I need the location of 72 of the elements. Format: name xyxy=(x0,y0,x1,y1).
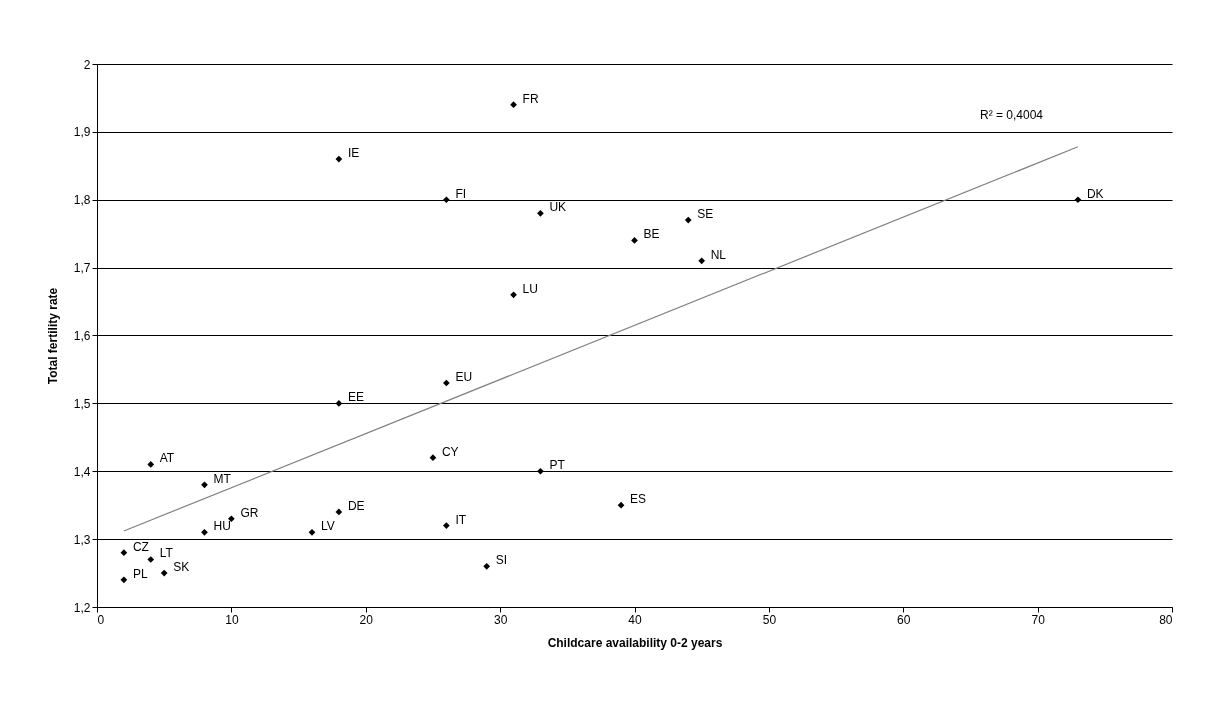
annotation: NL xyxy=(710,247,727,262)
point xyxy=(120,549,128,557)
y-tick-label: 1,4 xyxy=(73,464,91,479)
annotation: GR xyxy=(240,505,259,520)
point xyxy=(443,196,450,204)
point xyxy=(120,576,128,584)
point xyxy=(335,508,343,516)
x-tick-label: 80 xyxy=(1159,612,1173,627)
point xyxy=(335,400,343,407)
annotation: PT xyxy=(549,458,566,473)
point xyxy=(443,522,450,529)
annotation: EU xyxy=(455,370,473,385)
x-tick-label: 0 xyxy=(97,612,105,627)
point xyxy=(684,216,692,224)
point xyxy=(429,454,437,462)
annotation: ES xyxy=(630,492,647,507)
annotation: FI xyxy=(455,186,467,201)
annotation: CY xyxy=(441,444,459,459)
x-tick-label: 60 xyxy=(897,612,911,627)
annotation: R² = 0,4004 xyxy=(980,108,1044,122)
y-axis-title: Total fertility rate xyxy=(45,287,60,385)
annotation: DE xyxy=(347,498,365,513)
annotation: FR xyxy=(522,91,539,106)
y-tick-label: 1,8 xyxy=(73,193,91,208)
x-tick-label: 20 xyxy=(359,612,374,627)
x-tick-label: 40 xyxy=(628,612,642,627)
y-tick-label: 1,9 xyxy=(73,125,91,140)
annotation: BE xyxy=(643,227,660,242)
annotation: LT xyxy=(159,546,174,561)
annotation: SE xyxy=(697,207,714,222)
point xyxy=(483,562,491,570)
point xyxy=(617,501,625,509)
point xyxy=(537,209,544,217)
annotation: EE xyxy=(347,390,364,405)
point xyxy=(510,291,517,299)
point xyxy=(698,257,706,265)
point xyxy=(147,556,155,563)
annotation: IE xyxy=(347,146,360,161)
annotation: CZ xyxy=(132,539,149,554)
y-tick-label: 2 xyxy=(83,57,91,72)
y-tick-label: 1,2 xyxy=(73,600,91,615)
annotation: LU xyxy=(522,281,538,296)
annotation: AT xyxy=(159,451,175,466)
x-tick-label: 50 xyxy=(762,612,777,627)
annotation: SI xyxy=(495,553,508,568)
point xyxy=(537,467,544,475)
x-tick-label: 70 xyxy=(1031,612,1046,627)
y-tick-label: 1,3 xyxy=(73,532,91,547)
annotation: UK xyxy=(549,200,567,215)
point xyxy=(201,481,208,489)
point xyxy=(510,101,517,109)
point xyxy=(308,528,316,536)
point xyxy=(160,569,168,577)
point xyxy=(201,528,208,536)
point xyxy=(147,461,155,468)
point xyxy=(631,237,638,244)
point xyxy=(335,155,343,163)
y-tick-label: 1,7 xyxy=(73,261,91,276)
x-tick-label: 10 xyxy=(225,612,239,627)
annotation: LV xyxy=(321,519,335,534)
x-tick-label: 30 xyxy=(493,612,508,627)
y-tick-label: 1,5 xyxy=(73,396,91,411)
point xyxy=(1074,196,1082,204)
annotation: DK xyxy=(1086,186,1104,201)
annotation: PL xyxy=(132,566,148,581)
annotation: HU xyxy=(213,519,231,534)
y-tick-label: 1,6 xyxy=(73,329,91,343)
point xyxy=(228,515,235,523)
x-axis-title: Childcare availability 0-2 years xyxy=(547,635,723,650)
annotation: IT xyxy=(455,512,467,527)
annotation: SK xyxy=(173,560,190,575)
annotation: MT xyxy=(213,471,232,486)
